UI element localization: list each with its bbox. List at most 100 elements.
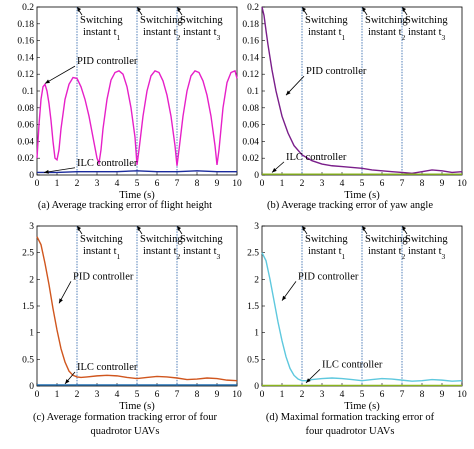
switching-label-subscript: 3 [442,252,446,261]
x-tick-label: 0 [260,390,265,400]
x-tick-label: 6 [155,390,160,400]
y-tick-label: 0.04 [242,137,259,147]
switching-label-line1: Switching [365,15,408,26]
x-tick-label: 5 [360,179,365,189]
series-line-1 [261,6,463,175]
switching-label-line1: Switching [365,234,408,245]
switching-label-line1: Switching [180,234,223,245]
switching-label-line1: Switching [180,15,223,26]
x-tick-label: 4 [115,179,120,189]
x-axis-label: Time (s) [344,401,380,412]
switching-label-line2: instant t3 [408,27,446,42]
switching-label-line1: Switching [140,234,183,245]
switching-label-subscript: 1 [117,33,121,42]
x-axis-label: Time (s) [119,190,155,201]
annotation-label: ILC controller [322,359,383,370]
y-tick-label: 0.06 [17,121,34,131]
annotation-arrow-head [45,79,50,84]
chart-panel-1: 0 0.02 0.04 0.06 0.08 0.1 0.12 0.14 0.16 0.18 0.2 0… [17,3,242,211]
x-axis-label: Time (s) [119,401,155,412]
switching-arrow-head [177,226,181,231]
y-tick-label: 0.16 [17,37,34,47]
x-tick-label: 1 [55,390,60,400]
switching-label-subscript: 2 [177,33,181,42]
y-tick-label: 0 [254,171,259,181]
x-tick-label: 0 [35,390,40,400]
annotation-label: PID controller [306,66,367,77]
annotation-label: PID controller [77,56,138,67]
y-tick-label: 0.08 [242,104,259,114]
switching-label-line2: instant t3 [183,246,221,261]
x-tick-label: 1 [280,390,285,400]
switching-label-line2: instant t2 [368,246,406,261]
switching-label-line2: instant t3 [408,246,446,261]
annotation-arrow-head [282,295,287,301]
y-tick-label: 0.14 [242,53,259,63]
x-tick-label: 3 [95,390,100,400]
x-tick-label: 0 [260,179,265,189]
panel-caption: (b) Average tracking error of yaw angle [267,200,433,211]
y-tick-label: 1 [29,329,34,339]
y-tick-label: 2 [254,275,259,285]
chart-panel-3: 0 0.5 1 1.5 2 2.5 3 0 1 2 3 4 5 6 7 8 9 10 Time (s) Switchi… [22,222,242,437]
panel-caption-line: (c) Average formation tracking error of … [33,412,218,423]
x-tick-label: 2 [75,179,80,189]
y-tick-label: 0 [29,382,34,392]
x-tick-label: 3 [320,390,325,400]
x-tick-label: 0 [35,179,40,189]
y-tick-label: 0.02 [242,154,259,164]
switching-label-line1: Switching [305,234,348,245]
x-tick-label: 4 [340,179,345,189]
annotation-label: PID controller [298,271,359,282]
x-tick-label: 7 [175,179,180,189]
y-tick-label: 0.18 [242,20,259,30]
switching-label-line1: Switching [305,15,348,26]
y-tick-label: 0.06 [242,121,259,131]
switching-arrow-head [402,7,406,12]
x-tick-label: 3 [320,179,325,189]
x-tick-label: 10 [232,390,242,400]
x-tick-label: 6 [380,390,385,400]
switching-arrow-head [177,7,181,12]
switching-label-line2: instant t1 [308,246,346,261]
switching-label-subscript: 1 [117,252,121,261]
panel-caption-line: quadrotor UAVs [91,426,160,437]
y-tick-label: 0.02 [17,154,34,164]
switching-label-subscript: 1 [342,33,346,42]
y-tick-label: 2 [29,275,34,285]
x-tick-label: 6 [155,179,160,189]
y-tick-label: 0.2 [247,3,259,13]
y-tick-label: 0.18 [17,20,34,30]
switching-label-subscript: 2 [402,33,406,42]
x-tick-label: 7 [175,390,180,400]
annotation-label: PID controller [73,271,134,282]
y-tick-label: 1.5 [22,302,34,312]
switching-label-line1: Switching [80,234,123,245]
switching-label-subscript: 3 [217,33,221,42]
y-tick-label: 2.5 [247,249,259,259]
switching-label-line1: Switching [80,15,123,26]
switching-label-line2: instant t3 [183,27,221,42]
x-tick-label: 5 [360,390,365,400]
annotation-arrow-head [44,169,49,174]
switching-arrow-head [362,226,366,231]
x-tick-label: 5 [135,390,140,400]
x-tick-label: 6 [380,179,385,189]
y-tick-label: 3 [29,222,34,232]
annotation-arrow-head [286,90,291,96]
annotation-arrow [43,167,76,173]
x-tick-label: 10 [457,179,467,189]
x-tick-label: 5 [135,179,140,189]
x-tick-label: 9 [215,390,220,400]
x-tick-label: 2 [75,390,80,400]
x-tick-label: 10 [232,179,242,189]
x-tick-label: 10 [457,390,467,400]
y-tick-label: 1 [254,329,259,339]
series-line-1 [36,69,238,166]
annotation-arrow-head [65,379,70,384]
x-tick-label: 4 [115,390,120,400]
y-tick-label: 3 [254,222,259,232]
switching-label-subscript: 2 [177,252,181,261]
y-tick-label: 0 [29,171,34,181]
